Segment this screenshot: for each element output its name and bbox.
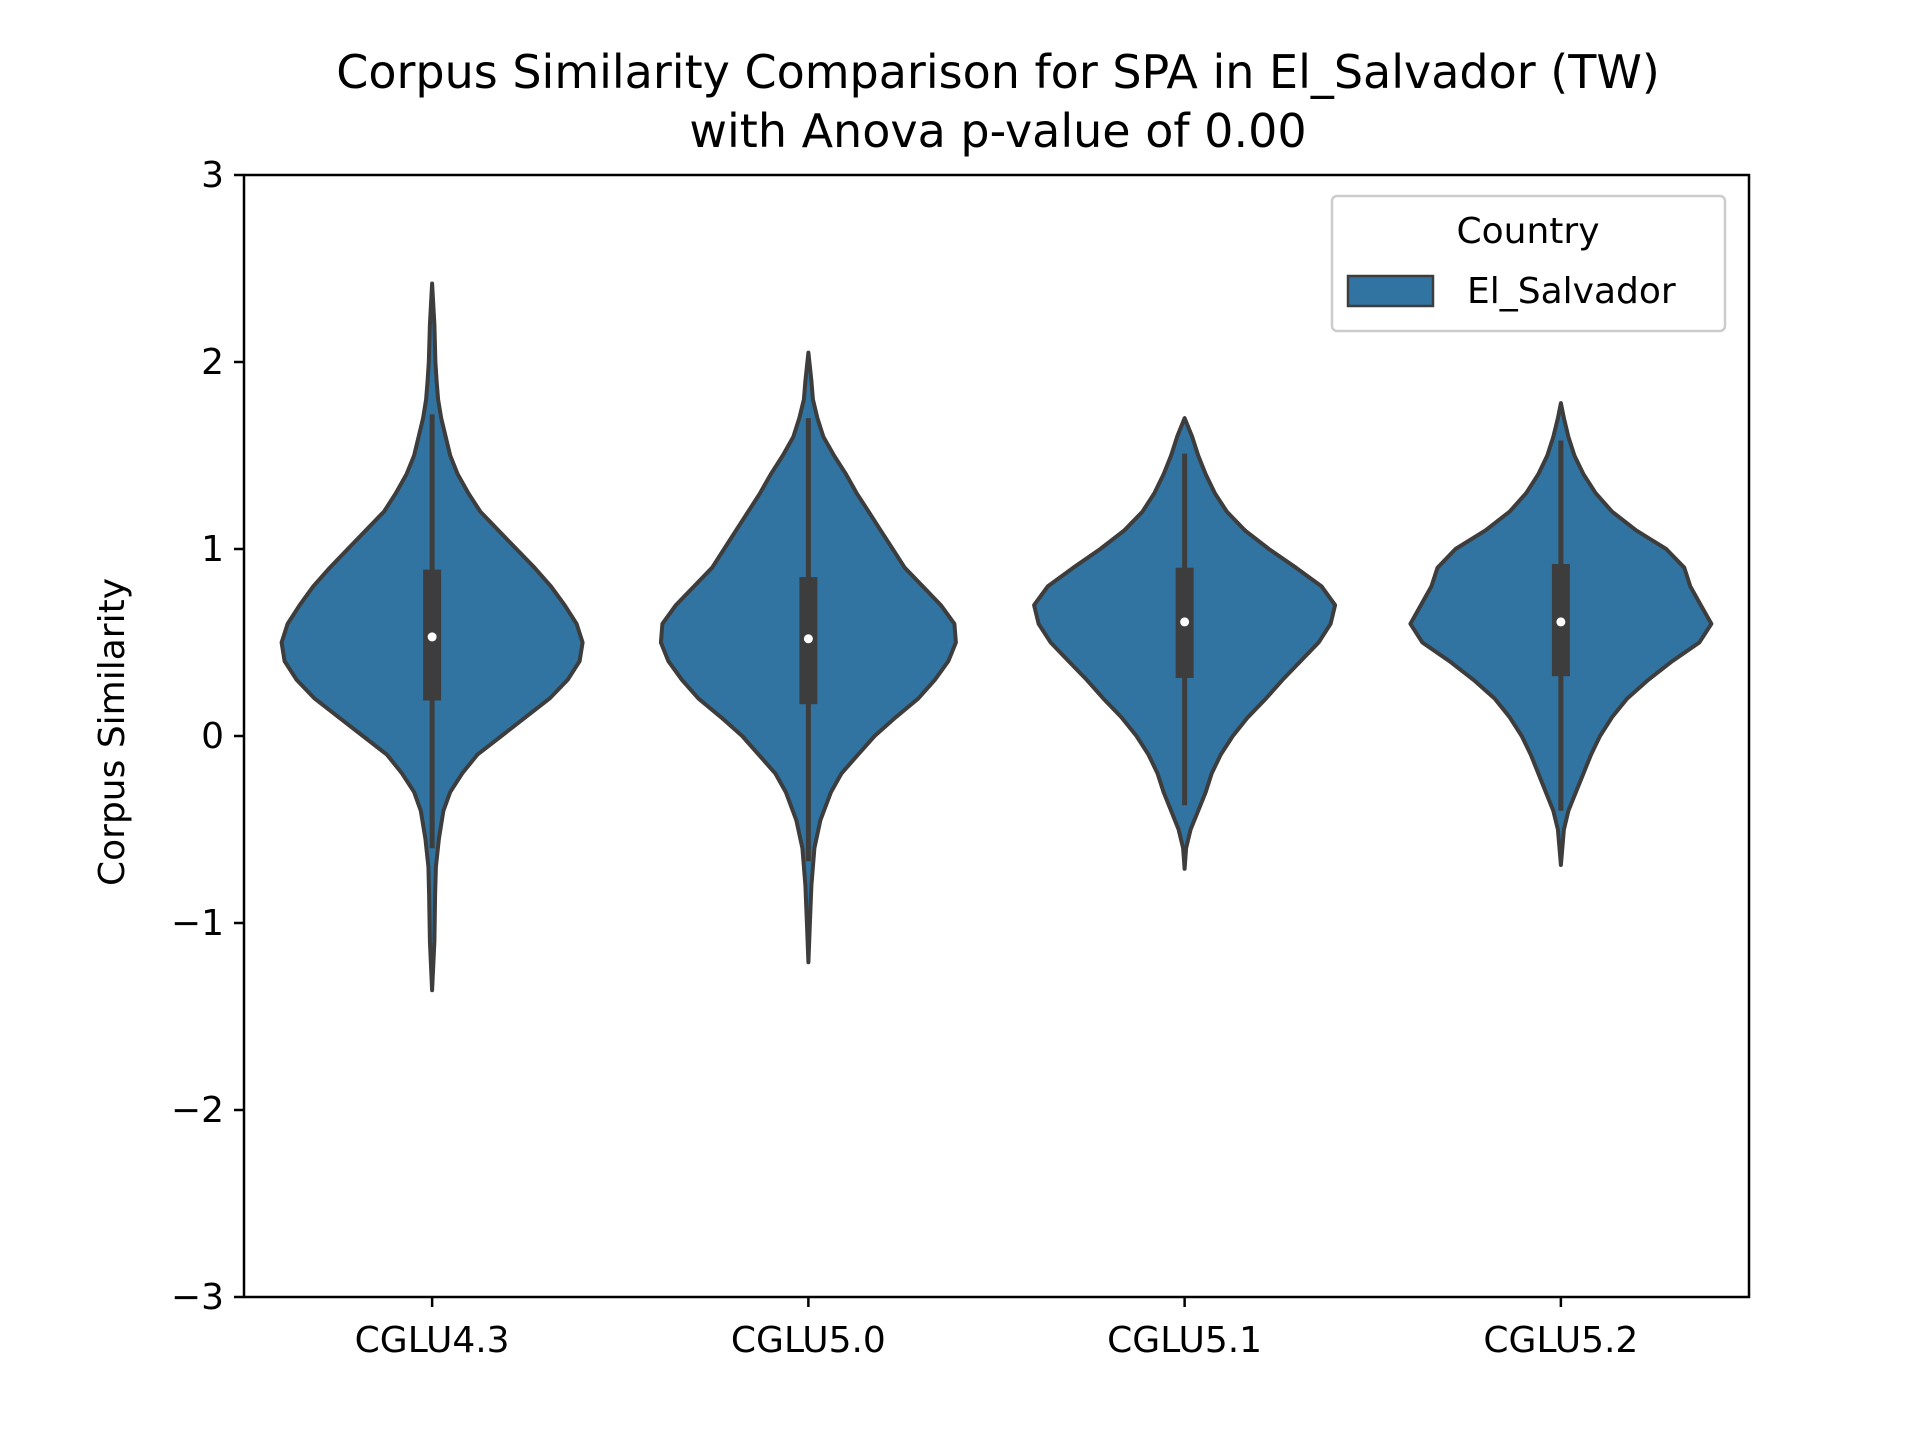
x-tick-label: CGLU5.2 — [1483, 1320, 1638, 1361]
median-point — [427, 632, 437, 642]
y-tick-label: −3 — [171, 1277, 224, 1318]
chart-title: Corpus Similarity Comparison for SPA in … — [336, 45, 1660, 99]
y-tick-label: −2 — [171, 1090, 224, 1131]
legend-title: Country — [1456, 211, 1599, 252]
median-point — [1556, 617, 1566, 627]
y-tick-label: 3 — [201, 155, 224, 196]
x-tick-label: CGLU5.1 — [1107, 1320, 1262, 1361]
chart-subtitle: with Anova p-value of 0.00 — [689, 104, 1306, 158]
x-tick-label: CGLU5.0 — [731, 1320, 886, 1361]
median-point — [1180, 617, 1190, 627]
legend-swatch — [1346, 274, 1435, 308]
y-tick-label: −1 — [171, 903, 224, 944]
y-tick-label: 0 — [201, 716, 224, 757]
y-axis-label: Corpus Similarity — [92, 578, 133, 886]
median-point — [803, 634, 813, 644]
plot-area: 3 2 1 0 −1 −2 −3 CGLU4.3 CGLU5.0 CGLU5.1 CGLU5.2 — [171, 155, 1714, 1361]
legend-entry-el-salvador: El_Salvador — [1467, 271, 1676, 312]
legend: Country El_Salvador — [1330, 194, 1727, 333]
plot-frame — [242, 173, 1751, 1299]
x-tick-label: CGLU4.3 — [355, 1320, 510, 1361]
y-tick-label: 2 — [201, 342, 224, 383]
y-tick-label: 1 — [201, 529, 224, 570]
